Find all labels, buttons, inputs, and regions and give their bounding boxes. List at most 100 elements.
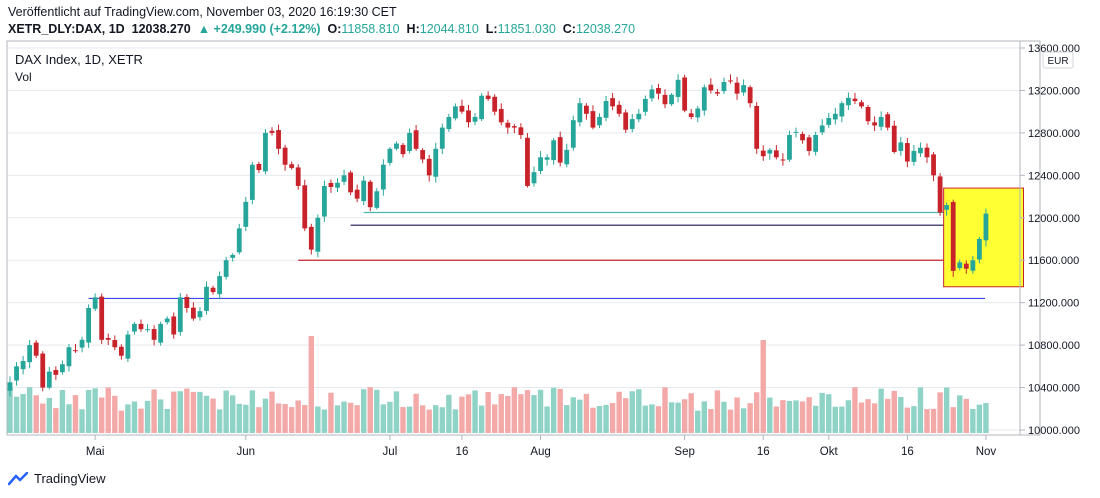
volume-bar — [157, 399, 164, 433]
volume-bar — [924, 409, 930, 433]
volume-bar — [498, 394, 504, 433]
volume-bar — [668, 402, 675, 433]
candle-body — [217, 276, 222, 295]
candle-body — [741, 85, 746, 93]
volume-bar — [92, 388, 98, 433]
candle-body — [276, 130, 281, 149]
candle-body — [793, 131, 799, 133]
price-axis[interactable]: 13600.00013200.00012800.00012400.0001200… — [1020, 43, 1080, 437]
footer-brand[interactable]: TradingView — [8, 471, 106, 486]
volume-bar — [223, 390, 229, 433]
volume-bar — [891, 390, 897, 433]
candle-body — [780, 159, 786, 161]
candle-body — [577, 103, 583, 123]
high-value: 12044.810 — [419, 22, 479, 36]
price-tick-label: 10000.000 — [1028, 425, 1080, 437]
low-label: L: — [485, 22, 498, 36]
close-label: C: — [562, 22, 576, 36]
volume-bar — [66, 404, 72, 433]
candle-body — [335, 182, 340, 188]
volume-bar — [315, 406, 321, 433]
currency-badge[interactable]: EUR — [1042, 51, 1074, 69]
volume-bar — [845, 400, 852, 433]
volume-bar — [839, 406, 845, 433]
volume-bar — [911, 406, 917, 433]
volume-bar — [983, 403, 989, 433]
candle-body — [92, 297, 98, 309]
candle-body — [151, 329, 157, 340]
volume-bar — [26, 387, 33, 433]
volume-bar — [131, 401, 138, 433]
candle-body — [669, 94, 674, 105]
volume-bar — [740, 408, 747, 433]
candle-body — [315, 217, 321, 252]
volume-bar — [171, 391, 177, 433]
volume-bar — [662, 387, 668, 433]
volume-bar — [105, 387, 111, 433]
volume-bar — [583, 393, 590, 433]
volume-bar — [419, 405, 426, 433]
candle-body — [230, 254, 236, 258]
symbol-label: XETR_DLY:DAX, 1D — [8, 22, 125, 36]
time-tick-label: Mai — [86, 446, 105, 458]
candle-body — [557, 137, 563, 163]
volume-bar — [564, 405, 570, 433]
volume-bar — [459, 396, 465, 433]
candle-body — [348, 172, 353, 193]
volume-bar — [812, 405, 819, 433]
volume-bar — [734, 397, 740, 433]
brand-label: TradingView — [34, 471, 106, 486]
candle-body — [400, 144, 406, 155]
candle-body — [145, 329, 150, 331]
candle-body — [728, 80, 733, 82]
candle-body — [787, 135, 792, 160]
candle-body — [302, 185, 308, 229]
time-axis[interactable]: Mai Jun Jul 16 Aug Sep 16 Okt 16 Nov — [86, 435, 997, 458]
candle-body — [865, 106, 871, 122]
volume-bar — [655, 406, 662, 433]
volume-bar — [963, 398, 969, 433]
candles[interactable] — [7, 74, 989, 397]
candle-body — [859, 102, 864, 107]
candle-body — [773, 150, 779, 158]
volume-bar — [144, 400, 151, 433]
candle-body — [819, 125, 825, 133]
volume-bar — [518, 394, 524, 433]
candle-body — [73, 350, 78, 352]
volume-bar — [714, 390, 721, 433]
price-tick-label: 11200.000 — [1028, 298, 1079, 310]
candle-body — [184, 296, 190, 308]
volume-bar — [524, 390, 531, 433]
candle-body — [453, 106, 458, 119]
candle-body — [832, 113, 838, 120]
volume-bar — [328, 392, 334, 433]
candle-body — [498, 108, 504, 123]
volume-bar — [898, 396, 904, 433]
volume-bar — [334, 405, 341, 433]
volume-bar — [269, 391, 275, 433]
volume-bar — [878, 388, 884, 433]
pane-title: DAX Index, 1D, XETR — [15, 52, 143, 67]
volume-bar — [511, 387, 518, 433]
candle-body — [970, 260, 976, 271]
candle-body — [367, 181, 373, 208]
low-value: 11851.030 — [497, 22, 556, 36]
volume-bar — [230, 395, 236, 433]
volume-bar — [806, 397, 812, 433]
candle-body — [374, 191, 380, 208]
candle-body — [570, 120, 576, 148]
volume-bar — [275, 403, 282, 433]
volume-bar — [754, 392, 760, 433]
volume-bar — [570, 397, 576, 433]
candle-body — [289, 164, 295, 168]
candle-body — [944, 205, 950, 210]
price-tick-label: 10800.000 — [1028, 340, 1080, 352]
candle-body — [937, 176, 943, 213]
candle-body — [721, 81, 727, 92]
price-change: ▲ +249.990 (+2.12%) — [197, 22, 321, 36]
published-info: Veröffentlicht auf TradingView.com, Nove… — [8, 5, 397, 19]
candle-body — [760, 150, 766, 157]
volume-bar — [236, 403, 242, 433]
volume-bar — [79, 409, 85, 433]
